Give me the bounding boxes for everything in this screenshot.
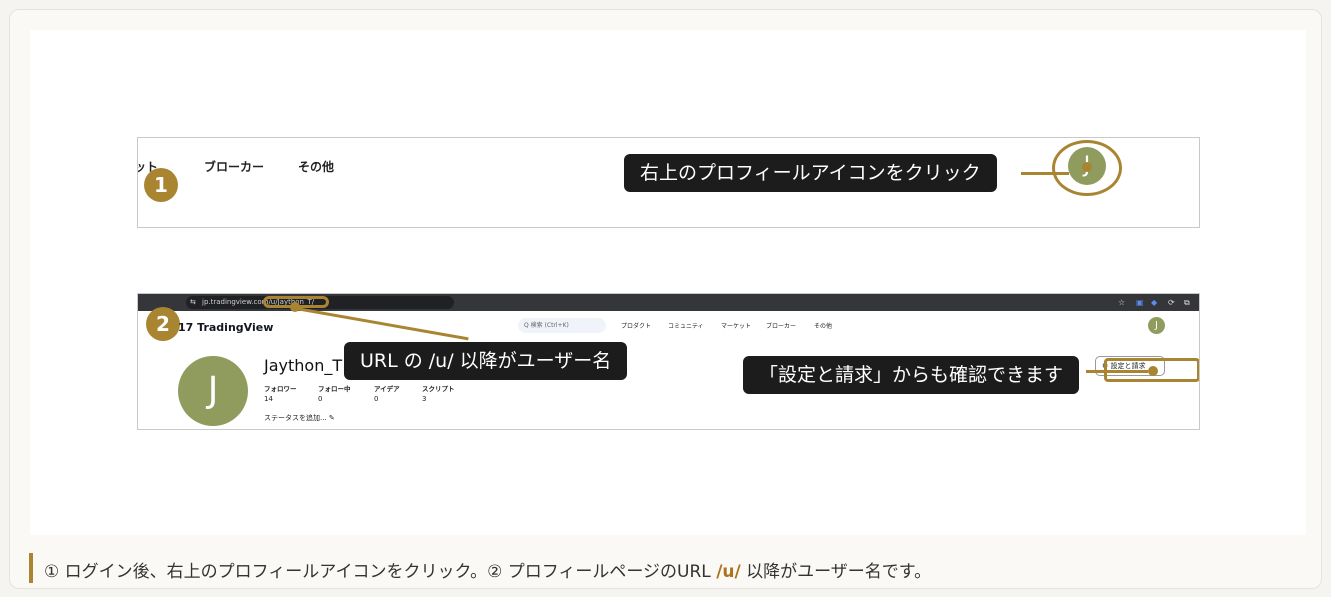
callout-url-username: URL の /u/ 以降がユーザー名: [344, 342, 628, 380]
nav-item-community[interactable]: コミュニティ: [668, 323, 704, 330]
figure-caption: ① ログイン後、右上のプロフィールアイコンをクリック。② プロフィールページのU…: [44, 557, 931, 582]
stat-followers-label[interactable]: フォロワー: [264, 385, 297, 393]
tradingview-logo[interactable]: 17 TradingView: [178, 321, 273, 334]
profile-username: Jaython_T: [264, 356, 343, 375]
stat-followers-value: 14: [264, 395, 273, 403]
bookmark-star-icon[interactable]: ☆: [1118, 298, 1126, 307]
window-icon[interactable]: ⧉: [1184, 298, 1190, 307]
figure-canvas: [30, 30, 1306, 535]
nav-item-products[interactable]: プロダクト: [621, 323, 652, 330]
url-callout-connector: [295, 307, 469, 341]
screenshot-header-nav: ット ブローカー その他 1 右上のプロフィールアイコンをクリック J: [137, 137, 1200, 228]
stat-scripts-label[interactable]: スクリプト: [422, 385, 455, 393]
site-info-icon[interactable]: ⇆: [190, 298, 196, 306]
extension-icon-2[interactable]: ◆: [1151, 298, 1158, 307]
settings-highlight-dot: [1148, 366, 1158, 376]
stat-ideas-label[interactable]: アイデア: [374, 385, 400, 393]
callout-settings-billing: 「設定と請求」からも確認できます: [743, 356, 1080, 394]
nav-item-markets[interactable]: マーケット: [721, 323, 752, 330]
stat-scripts-value: 3: [422, 395, 427, 403]
add-status-link[interactable]: ステータスを追加... ✎: [264, 414, 335, 422]
caption-text-before: ① ログイン後、右上のプロフィールアイコンをクリック。② プロフィールページのU…: [44, 562, 717, 582]
step-badge-1: 1: [144, 168, 178, 202]
address-bar[interactable]: ⇆ jp.tradingview.com/u/Jaython_T/: [186, 296, 454, 309]
stat-following-label[interactable]: フォロー中: [318, 385, 351, 393]
settings-billing-button[interactable]: ⚙ 設定と請求: [1095, 356, 1165, 376]
browser-toolbar: ⇆ jp.tradingview.com/u/Jaython_T/ ☆ ▣ ◆ …: [138, 294, 1199, 311]
profile-avatar-large: J: [178, 356, 248, 426]
caption-text-after: 以降がユーザー名です。: [740, 562, 932, 582]
url-highlight-dot: [290, 302, 300, 312]
callout-profile-icon: 右上のプロフィールアイコンをクリック: [624, 154, 997, 192]
step-badge-2: 2: [146, 307, 180, 341]
extension-icon[interactable]: ▣: [1136, 298, 1144, 307]
caption-highlight: /u/: [716, 562, 741, 582]
screenshot-profile-page: ⇆ jp.tradingview.com/u/Jaython_T/ ☆ ▣ ◆ …: [137, 293, 1200, 430]
nav-item-more[interactable]: その他: [814, 323, 833, 330]
search-box[interactable]: Q 検索 (Ctrl+K): [518, 318, 606, 333]
nav-item-other[interactable]: その他: [298, 160, 335, 174]
nav-item-brokers[interactable]: ブローカー: [766, 323, 797, 330]
highlight-dot: [1082, 162, 1092, 172]
nav-item-broker[interactable]: ブローカー: [204, 160, 265, 174]
address-bar-url: jp.tradingview.com/u/Jaython_T/: [202, 298, 315, 306]
logo-text: TradingView: [197, 321, 274, 334]
stat-following-value: 0: [318, 395, 323, 403]
caption-accent-bar: [29, 553, 33, 583]
logo-mark: 17: [178, 321, 194, 334]
nav-avatar-icon[interactable]: J: [1148, 317, 1165, 334]
highlight-ring: [1052, 140, 1122, 196]
callout-connector: [1021, 172, 1069, 175]
puzzle-icon[interactable]: ⟳: [1168, 298, 1175, 307]
settings-callout-connector: [1086, 370, 1148, 373]
stat-ideas-value: 0: [374, 395, 379, 403]
